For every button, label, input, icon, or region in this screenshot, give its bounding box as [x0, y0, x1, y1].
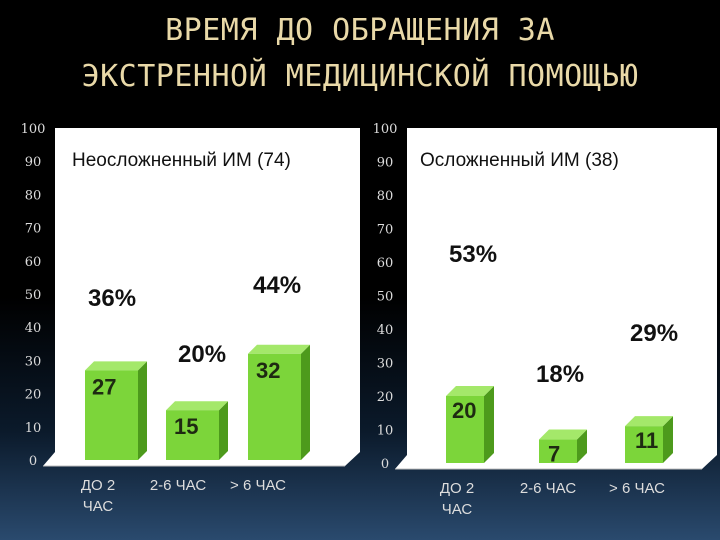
- bar-percent-label: 44%: [253, 272, 301, 299]
- bar-top: [248, 344, 310, 354]
- bar-top: [625, 416, 673, 427]
- chart-title: Осложненный ИМ (38): [420, 150, 619, 171]
- x-category-label: 2-6 ЧАС: [520, 480, 577, 497]
- title-line-1: ВРЕМЯ ДО ОБРАЩЕНИЯ ЗА: [165, 13, 555, 48]
- y-tick-label: 70: [377, 223, 394, 238]
- bar: [248, 353, 301, 460]
- bar-side: [577, 429, 587, 463]
- y-tick-label: 60: [377, 256, 394, 271]
- bar-group: [539, 429, 587, 463]
- title-line-2: ЭКСТРЕННОЙ МЕДИЦИНСКОЙ ПОМОЩЬЮ: [81, 59, 639, 94]
- y-tick-label: 40: [25, 321, 42, 336]
- bar-group: [446, 386, 494, 463]
- bar: [539, 439, 577, 463]
- bar-top: [166, 401, 228, 411]
- bar-value-label: 15: [174, 414, 198, 439]
- page-title: ВРЕМЯ ДО ОБРАЩЕНИЯ ЗА ЭКСТРЕННОЙ МЕДИЦИН…: [0, 8, 720, 100]
- bar-group: [85, 361, 147, 460]
- bar-side: [484, 386, 494, 463]
- bar-side: [219, 401, 228, 460]
- y-tick-label: 80: [25, 188, 42, 203]
- bar-value-label: 20: [452, 398, 476, 423]
- bar-percent-label: 18%: [536, 361, 584, 388]
- bar: [625, 426, 663, 463]
- y-tick-label: 20: [25, 388, 42, 403]
- y-tick-label: 40: [377, 323, 394, 338]
- bar-percent-label: 53%: [449, 241, 497, 268]
- bar-side: [301, 344, 310, 460]
- x-category-label: ДО 2: [440, 480, 474, 497]
- bar-top: [85, 361, 147, 371]
- bar-percent-label: 29%: [630, 320, 678, 347]
- bar-value-label: 11: [635, 428, 658, 453]
- y-tick-label: 10: [377, 424, 394, 439]
- y-tick-label: 50: [25, 288, 42, 303]
- bar-value-label: 7: [548, 442, 560, 467]
- bar-side: [663, 416, 673, 463]
- x-category-label: > 6 ЧАС: [609, 480, 665, 497]
- y-tick-label: 20: [377, 390, 394, 405]
- chart-title: Неосложненный ИМ (74): [72, 150, 291, 171]
- y-tick-label: 80: [377, 189, 394, 204]
- bar-value-label: 32: [256, 358, 280, 383]
- bar-top: [539, 429, 587, 440]
- chart-panel-1: 0 10 20 30 40 50 60 70 80 90 100 Неосложненный ИМ (…: [21, 122, 360, 515]
- chart-panel-2: 0 10 20 30 40 50 60 70 80 90 100 Осложненный ИМ (38…: [373, 122, 717, 518]
- y-tick-label: 0: [29, 454, 37, 469]
- y-tick-label: 50: [377, 290, 394, 305]
- bar-value-label: 27: [92, 374, 116, 399]
- y-tick-label: 70: [25, 222, 42, 237]
- x-category-label: ЧАС: [442, 501, 473, 518]
- y-tick-label: 10: [25, 421, 42, 436]
- y-tick-label: 60: [25, 255, 42, 270]
- bar-percent-label: 36%: [88, 285, 136, 312]
- y-tick-label: 90: [25, 155, 42, 170]
- bar-group: [625, 416, 673, 463]
- y-tick-label: 30: [377, 357, 394, 372]
- bar: [166, 410, 219, 460]
- y-tick-label: 30: [25, 354, 42, 369]
- y-tick-label: 100: [21, 122, 46, 137]
- y-tick-label: 0: [381, 457, 389, 472]
- bar: [446, 396, 484, 463]
- x-category-label: ДО 2: [81, 477, 115, 494]
- y-tick-label: 90: [377, 156, 394, 171]
- bar-group: [166, 401, 228, 460]
- x-category-label: > 6 ЧАС: [230, 477, 286, 494]
- bar-percent-label: 20%: [178, 341, 226, 368]
- bar: [85, 370, 138, 460]
- x-category-label: 2-6 ЧАС: [150, 477, 207, 494]
- bar-group: [248, 344, 310, 460]
- x-category-label: ЧАС: [83, 498, 114, 515]
- chart-plot-area: [395, 128, 717, 469]
- bar-top: [446, 386, 494, 396]
- bar-side: [138, 361, 147, 460]
- y-tick-label: 100: [373, 122, 398, 137]
